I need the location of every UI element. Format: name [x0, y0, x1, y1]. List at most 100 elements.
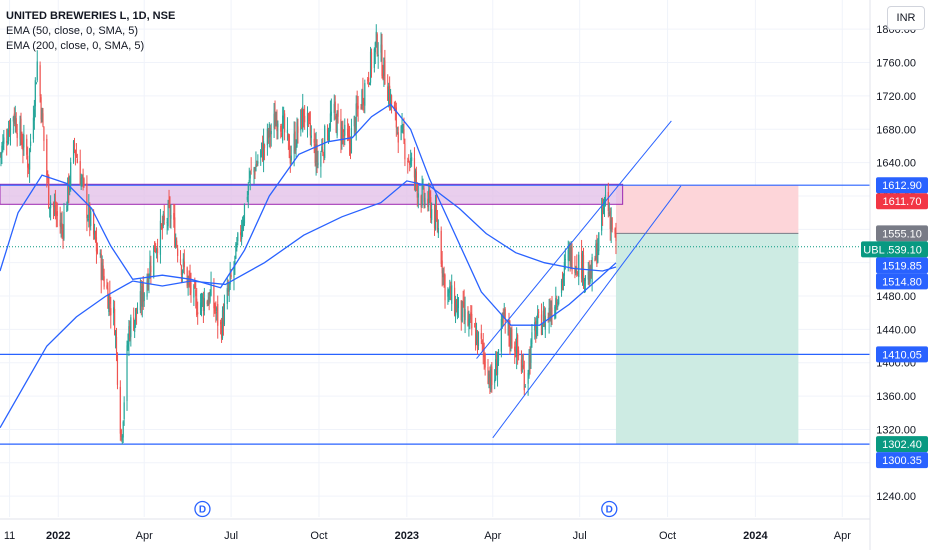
candle-body — [262, 141, 265, 161]
candle-body — [177, 248, 179, 256]
candle-body — [283, 116, 285, 118]
candle-body — [344, 124, 346, 136]
legend-ema200[interactable]: EMA (200, close, 0, SMA, 5) — [6, 40, 145, 52]
candle-body — [194, 281, 196, 289]
legend-symbol[interactable]: UNITED BREWERIES L, 1D, NSE — [6, 10, 176, 22]
candle-body — [341, 127, 343, 145]
candle-body — [261, 142, 263, 150]
candle-body — [334, 101, 336, 113]
candle-body — [33, 109, 35, 121]
candle-body — [602, 208, 604, 214]
candle-body — [274, 113, 276, 130]
resistance-zone — [0, 183, 624, 205]
candle-body — [557, 305, 559, 307]
candle-body — [226, 288, 228, 304]
candle-body — [491, 366, 493, 385]
candle-body — [451, 285, 453, 304]
currency-button[interactable]: INR — [887, 6, 925, 30]
candle-body — [454, 301, 457, 317]
candle-body — [563, 261, 566, 276]
candle-body — [53, 205, 56, 208]
candle-body — [23, 134, 25, 148]
candle-body — [475, 333, 478, 344]
symbol-tag: UBL — [863, 244, 884, 256]
candle-body — [76, 159, 78, 163]
candle-body — [427, 198, 429, 208]
candle-body — [235, 243, 237, 259]
candle-body — [529, 356, 531, 367]
candle-body — [321, 146, 323, 152]
candle-body — [320, 153, 322, 167]
candle-body — [293, 133, 295, 154]
candle-body — [161, 223, 163, 230]
candle-body — [447, 289, 449, 297]
candle-body — [146, 280, 148, 297]
candle-body — [542, 310, 544, 324]
candle-body — [408, 159, 410, 161]
candle-body — [9, 120, 12, 136]
candle-body — [216, 307, 218, 311]
candle-body — [375, 31, 377, 46]
candle-body — [429, 191, 431, 197]
candle-body — [80, 178, 82, 187]
candle-body — [275, 120, 277, 126]
candle-body — [377, 54, 379, 57]
candle-body — [490, 368, 492, 390]
candle-body — [86, 183, 88, 219]
candle-body — [127, 343, 129, 348]
candle-body — [176, 240, 178, 246]
candle-body — [260, 150, 262, 158]
candle-body — [547, 316, 549, 318]
candle-body — [241, 230, 243, 240]
time-tick-label: Oct — [659, 530, 676, 542]
price-label-bg — [876, 436, 928, 453]
candle-body — [382, 73, 384, 79]
horizontal-levels — [0, 184, 870, 445]
candle-body — [534, 322, 536, 331]
candle-body — [109, 293, 111, 305]
candle-body — [41, 109, 43, 123]
candle-body — [35, 83, 37, 85]
candle-body — [48, 175, 50, 208]
candle-body — [147, 276, 149, 288]
candle-body — [400, 126, 402, 140]
candle-body — [88, 204, 90, 218]
candle-body — [96, 248, 99, 254]
candle-body — [113, 307, 115, 314]
candle-body — [266, 128, 268, 146]
price-tick-label: 1360.00 — [876, 391, 916, 403]
candle-body — [384, 60, 386, 85]
candle-body — [277, 123, 279, 128]
candle-body — [0, 152, 2, 155]
candle-body — [208, 296, 210, 305]
candle-body — [20, 118, 22, 140]
time-tick-label: 2023 — [395, 530, 419, 542]
candle-body — [436, 217, 438, 231]
candle-body — [574, 268, 576, 273]
legend-ema50[interactable]: EMA (50, close, 0, SMA, 5) — [6, 25, 139, 37]
candle-body — [578, 254, 580, 277]
candle-body — [223, 303, 226, 325]
candle-body — [12, 116, 14, 122]
candle-body — [374, 42, 376, 53]
candle-body — [308, 113, 311, 121]
candle-body — [330, 111, 332, 116]
candle-body — [36, 61, 38, 81]
candle-body — [136, 312, 139, 314]
candle-body — [55, 212, 57, 216]
candle-body — [342, 130, 344, 132]
candle-body — [280, 125, 282, 132]
candle-body — [89, 203, 91, 227]
candle-body — [550, 311, 552, 318]
candle-body — [471, 313, 473, 329]
candle-body — [289, 155, 291, 164]
candle-body — [140, 292, 142, 307]
candle-body — [544, 315, 546, 330]
candle-body — [149, 261, 151, 278]
candle-body — [607, 192, 609, 211]
price-label-bg — [876, 241, 928, 258]
candle-body — [356, 102, 358, 110]
candle-body — [188, 275, 190, 279]
candle-body — [543, 308, 545, 327]
